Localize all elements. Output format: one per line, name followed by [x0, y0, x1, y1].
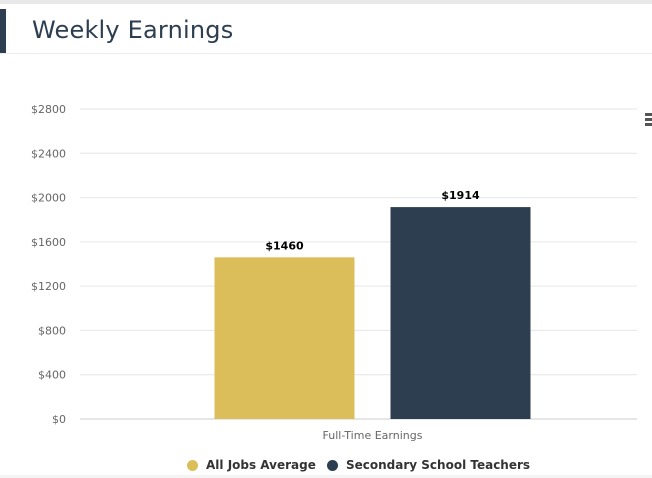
bar-all-jobs-average[interactable]: [214, 257, 355, 419]
bar-secondary-school-teachers[interactable]: [390, 207, 531, 419]
chart-header: Weekly Earnings: [0, 9, 652, 54]
x-tick-label: Full-Time Earnings: [323, 429, 423, 442]
y-tick-label: $2400: [31, 147, 66, 160]
y-tick-label: $1600: [31, 236, 66, 249]
chart-title: Weekly Earnings: [32, 16, 234, 44]
y-tick-label: $0: [52, 413, 66, 426]
y-tick-label: $2000: [31, 192, 66, 205]
header-accent-bar: [0, 9, 6, 53]
legend-item-secondary-school-teachers[interactable]: Secondary School Teachers: [327, 458, 530, 472]
bar-chart: $0 $400 $800 $1200 $1600 $2000 $2400 $2800 Full-…: [31, 103, 637, 442]
y-tick-label: $800: [38, 324, 66, 337]
legend-label-all-jobs-average: All Jobs Average: [206, 458, 316, 472]
legend-marker-all-jobs-average: [187, 459, 198, 471]
chart-legend: All Jobs Average Secondary School Teache…: [0, 458, 652, 478]
legend-label-secondary-school-teachers: Secondary School Teachers: [346, 458, 531, 472]
y-tick-label: $400: [38, 369, 66, 382]
hamburger-menu-icon[interactable]: [645, 113, 652, 127]
y-tick-label: $1200: [31, 280, 66, 293]
legend-item-all-jobs-average[interactable]: All Jobs Average: [187, 458, 316, 472]
y-tick-label: $2800: [31, 103, 66, 116]
data-label-all-jobs-average: $1460: [265, 239, 304, 252]
legend-marker-secondary-school-teachers: [327, 459, 338, 471]
data-label-secondary-school-teachers: $1914: [441, 189, 480, 202]
